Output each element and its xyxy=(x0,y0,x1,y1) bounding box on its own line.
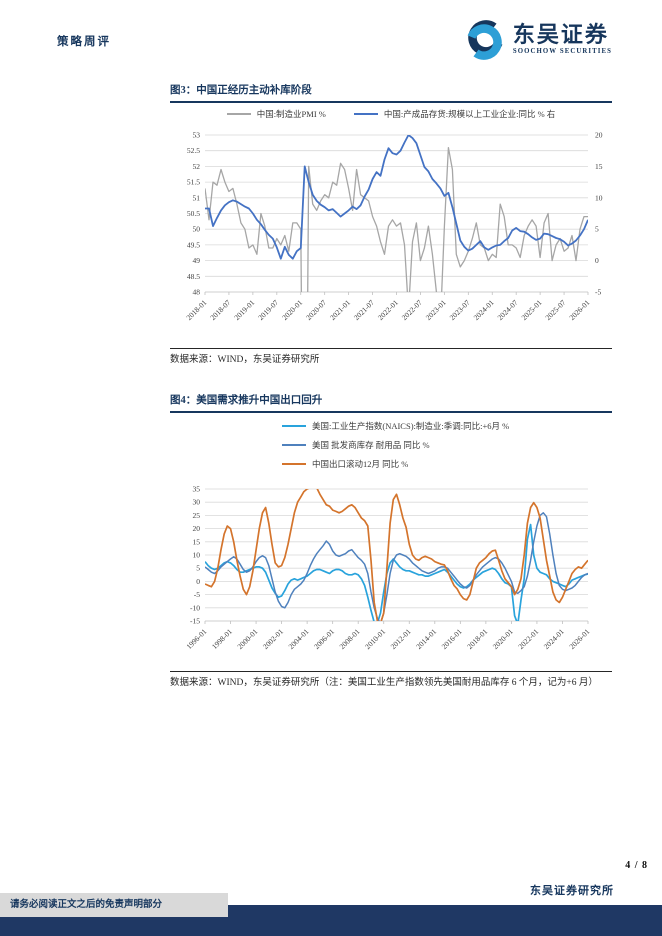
svg-text:2024-07: 2024-07 xyxy=(496,298,520,322)
figure-3-chart: 53 52.5 52 51.5 51 50.5 50 49.5 49 48.5 48 20 15 10 5 0… xyxy=(170,125,612,348)
svg-text:1998-01: 1998-01 xyxy=(210,627,234,651)
figure-4-source: 数据来源：WIND，东吴证券研究所（注：美国工业生产指数领先美国耐用品库存 6 … xyxy=(170,671,612,690)
figure-4-title: 图4：美国需求推升中国出口回升 xyxy=(170,395,612,413)
svg-text:50: 50 xyxy=(193,225,201,234)
legend-line-swatch xyxy=(282,444,306,446)
svg-text:2018-01: 2018-01 xyxy=(465,627,489,651)
svg-text:2012-01: 2012-01 xyxy=(389,627,413,651)
svg-text:2002-01: 2002-01 xyxy=(261,627,285,651)
svg-text:1996-01: 1996-01 xyxy=(184,627,208,651)
brand-name-en: SOOCHOW SECURITIES xyxy=(512,48,612,56)
svg-text:30: 30 xyxy=(193,498,201,507)
figure-3-legend: 中国:制造业PMI % 中国:产成品存货:规模以上工业企业:同比 % 右 xyxy=(170,103,612,125)
svg-text:2026-01: 2026-01 xyxy=(567,298,591,322)
svg-text:52: 52 xyxy=(193,162,201,171)
svg-text:25: 25 xyxy=(193,511,201,520)
svg-text:5: 5 xyxy=(196,564,200,573)
svg-text:15: 15 xyxy=(595,162,603,171)
svg-text:49.5: 49.5 xyxy=(187,240,200,249)
svg-text:0: 0 xyxy=(196,577,200,586)
svg-text:2019-07: 2019-07 xyxy=(256,298,280,322)
svg-text:2019-01: 2019-01 xyxy=(232,298,256,322)
svg-text:2020-07: 2020-07 xyxy=(304,298,328,322)
legend-line-swatch xyxy=(226,113,251,115)
disclaimer-note: 请务必阅读正文之后的免责声明部分 xyxy=(0,893,228,917)
svg-text:2023-07: 2023-07 xyxy=(448,298,472,322)
svg-text:2024-01: 2024-01 xyxy=(472,298,496,322)
brand-logo: 东吴证券 SOOCHOW SECURITIES xyxy=(465,20,612,60)
svg-text:48.5: 48.5 xyxy=(187,272,200,281)
legend-item: 中国:产成品存货:规模以上工业企业:同比 % 右 xyxy=(353,106,555,122)
svg-text:2018-01: 2018-01 xyxy=(184,298,208,322)
svg-text:2020-01: 2020-01 xyxy=(491,627,515,651)
svg-text:2024-01: 2024-01 xyxy=(542,627,566,651)
svg-text:51: 51 xyxy=(193,193,201,202)
page-number: 4 / 8 xyxy=(625,860,648,871)
svg-text:10: 10 xyxy=(595,193,603,202)
svg-text:2022-01: 2022-01 xyxy=(376,298,400,322)
svg-text:-5: -5 xyxy=(595,288,601,297)
figure-4-chart: 35 30 25 20 15 10 5 0 -5 -10 -15 1996-01 1998-01 2000… xyxy=(170,473,612,671)
svg-text:2016-01: 2016-01 xyxy=(440,627,464,651)
footer-institute: 东吴证券研究所 xyxy=(530,885,614,897)
svg-text:49: 49 xyxy=(193,256,201,265)
svg-text:2022-07: 2022-07 xyxy=(400,298,424,322)
legend-line-swatch xyxy=(282,463,306,465)
figure-3-source: 数据来源：WIND，东吴证券研究所 xyxy=(170,348,612,367)
svg-text:5: 5 xyxy=(595,225,599,234)
svg-text:2004-01: 2004-01 xyxy=(287,627,311,651)
legend-item: 中国出口滚动12月 同比 % xyxy=(282,456,408,472)
svg-text:2023-01: 2023-01 xyxy=(424,298,448,322)
figure-4: 图4：美国需求推升中国出口回升 美国:工业生产指数(NAICS):制造业:季调:… xyxy=(170,395,612,690)
legend-line-swatch xyxy=(282,425,306,427)
svg-text:-10: -10 xyxy=(190,603,200,612)
figure-3: 图3：中国正经历主动补库阶段 中国:制造业PMI % 中国:产成品存货:规模以上工… xyxy=(170,85,612,367)
svg-text:2006-01: 2006-01 xyxy=(312,627,336,651)
svg-text:-15: -15 xyxy=(190,617,200,626)
svg-text:-5: -5 xyxy=(194,590,200,599)
svg-text:2025-07: 2025-07 xyxy=(543,298,567,322)
svg-text:20: 20 xyxy=(595,131,603,140)
svg-text:53: 53 xyxy=(193,131,201,140)
svg-text:52.5: 52.5 xyxy=(187,146,200,155)
svg-text:2026-01: 2026-01 xyxy=(567,627,591,651)
legend-item: 中国:制造业PMI % xyxy=(226,106,326,122)
figure-3-title: 图3：中国正经历主动补库阶段 xyxy=(170,85,612,103)
soochow-logo-icon xyxy=(467,20,503,60)
svg-text:20: 20 xyxy=(193,524,201,533)
svg-text:50.5: 50.5 xyxy=(187,209,200,218)
svg-text:35: 35 xyxy=(193,485,201,494)
svg-text:2008-01: 2008-01 xyxy=(338,627,362,651)
legend-line-swatch xyxy=(353,113,378,115)
svg-text:0: 0 xyxy=(595,256,599,265)
svg-text:2000-01: 2000-01 xyxy=(235,627,259,651)
svg-text:2014-01: 2014-01 xyxy=(414,627,438,651)
svg-text:15: 15 xyxy=(193,537,201,546)
svg-text:2018-07: 2018-07 xyxy=(208,298,232,322)
figure-4-legend: 美国:工业生产指数(NAICS):制造业:季调:同比:+6月 % 美国 批发商库存… xyxy=(170,418,612,472)
svg-text:2020-01: 2020-01 xyxy=(280,298,304,322)
svg-text:51.5: 51.5 xyxy=(187,178,200,187)
svg-text:2025-01: 2025-01 xyxy=(519,298,543,322)
svg-text:2021-01: 2021-01 xyxy=(328,298,352,322)
svg-text:10: 10 xyxy=(193,551,201,560)
svg-text:2021-07: 2021-07 xyxy=(352,298,376,322)
svg-text:48: 48 xyxy=(193,288,201,297)
report-type-label: 策略周评 xyxy=(57,36,111,48)
svg-text:2022-01: 2022-01 xyxy=(516,627,540,651)
svg-text:2010-01: 2010-01 xyxy=(363,627,387,651)
legend-item: 美国 批发商库存 耐用品 同比 % xyxy=(282,437,430,453)
brand-name-cn: 东吴证券 xyxy=(512,22,609,48)
legend-item: 美国:工业生产指数(NAICS):制造业:季调:同比:+6月 % xyxy=(282,418,509,434)
